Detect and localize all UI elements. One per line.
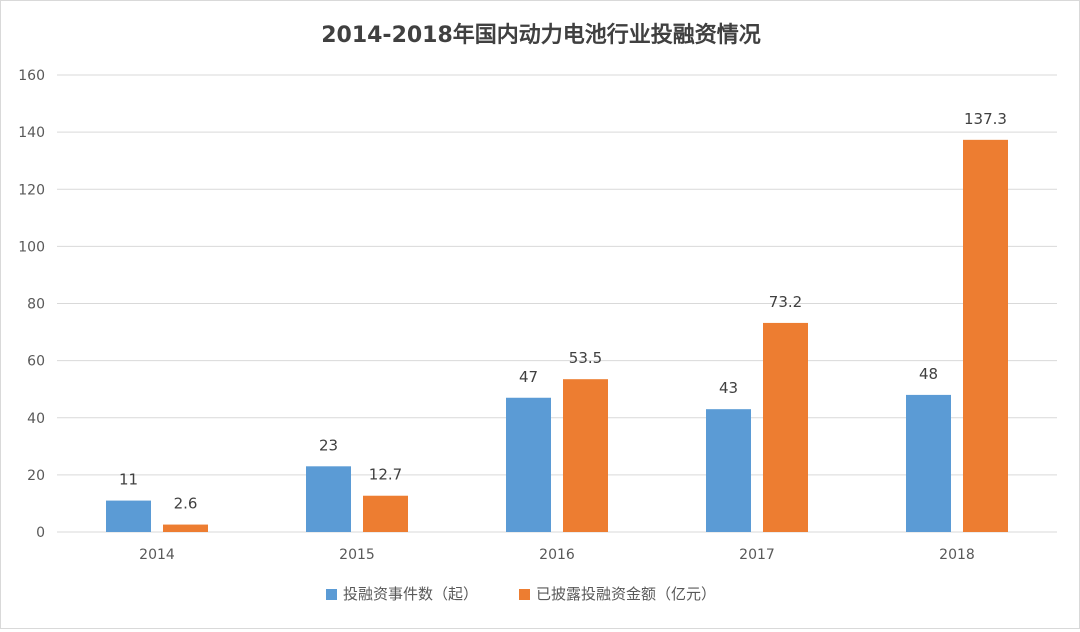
data-label-event-count-2017: 43 — [719, 379, 738, 397]
bar-event-count-2017 — [706, 409, 751, 532]
bar-amount-2014 — [163, 524, 208, 532]
data-label-event-count-2015: 23 — [319, 436, 338, 454]
bar-event-count-2016 — [506, 397, 551, 532]
y-tick-label: 0 — [36, 525, 45, 541]
bars: 11 2.6 23 12.7 47 53.5 43 73.2 48 137.3 — [106, 110, 1008, 533]
y-tick-label: 160 — [18, 68, 45, 84]
legend-label-event-count: 投融资事件数（起） — [343, 585, 478, 603]
data-label-amount-2018: 137.3 — [964, 110, 1007, 128]
data-label-amount-2014: 2.6 — [174, 495, 198, 513]
legend-label-amount: 已披露投融资金额（亿元） — [536, 585, 716, 603]
y-tick-label: 140 — [18, 125, 45, 141]
x-axis: 2014 2015 2016 2017 2018 — [139, 547, 975, 563]
data-label-event-count-2016: 47 — [519, 368, 538, 386]
chart-title: 2014-2018年国内动力电池行业投融资情况 — [321, 22, 761, 48]
y-tick-label: 100 — [18, 239, 45, 255]
data-label-event-count-2018: 48 — [919, 365, 938, 383]
x-tick-label: 2018 — [939, 547, 975, 563]
legend-swatch-event-count — [326, 589, 337, 600]
x-tick-label: 2014 — [139, 547, 175, 563]
bar-amount-2018 — [963, 139, 1008, 533]
bar-event-count-2015 — [306, 466, 351, 532]
legend: 投融资事件数（起） 已披露投融资金额（亿元） — [326, 585, 716, 603]
y-tick-label: 40 — [27, 411, 45, 427]
bar-event-count-2014 — [106, 500, 151, 532]
data-label-event-count-2014: 11 — [119, 471, 138, 489]
y-tick-label: 80 — [27, 297, 45, 313]
legend-swatch-amount — [519, 589, 530, 600]
data-label-amount-2015: 12.7 — [369, 466, 402, 484]
bar-amount-2016 — [563, 379, 608, 532]
x-tick-label: 2016 — [539, 547, 575, 563]
data-label-amount-2017: 73.2 — [769, 293, 802, 311]
x-tick-label: 2017 — [739, 547, 775, 563]
y-tick-label: 60 — [27, 354, 45, 370]
y-axis: 0 20 40 60 80 100 120 140 160 — [18, 68, 45, 541]
y-tick-label: 20 — [27, 468, 45, 484]
data-label-amount-2016: 53.5 — [569, 349, 602, 367]
x-tick-label: 2015 — [339, 547, 375, 563]
gridlines — [57, 74, 1057, 533]
y-tick-label: 120 — [18, 182, 45, 198]
bar-event-count-2018 — [906, 394, 951, 532]
bar-amount-2015 — [363, 495, 408, 532]
bar-amount-2017 — [763, 322, 808, 532]
